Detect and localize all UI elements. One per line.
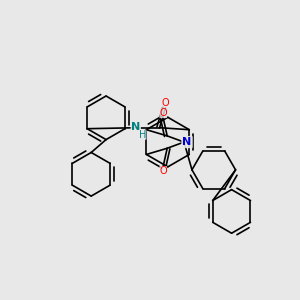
- Text: N: N: [131, 122, 140, 132]
- Text: H: H: [139, 130, 146, 140]
- Text: O: O: [159, 166, 167, 176]
- Text: O: O: [162, 98, 169, 108]
- Text: N: N: [182, 137, 192, 147]
- Text: O: O: [159, 108, 167, 118]
